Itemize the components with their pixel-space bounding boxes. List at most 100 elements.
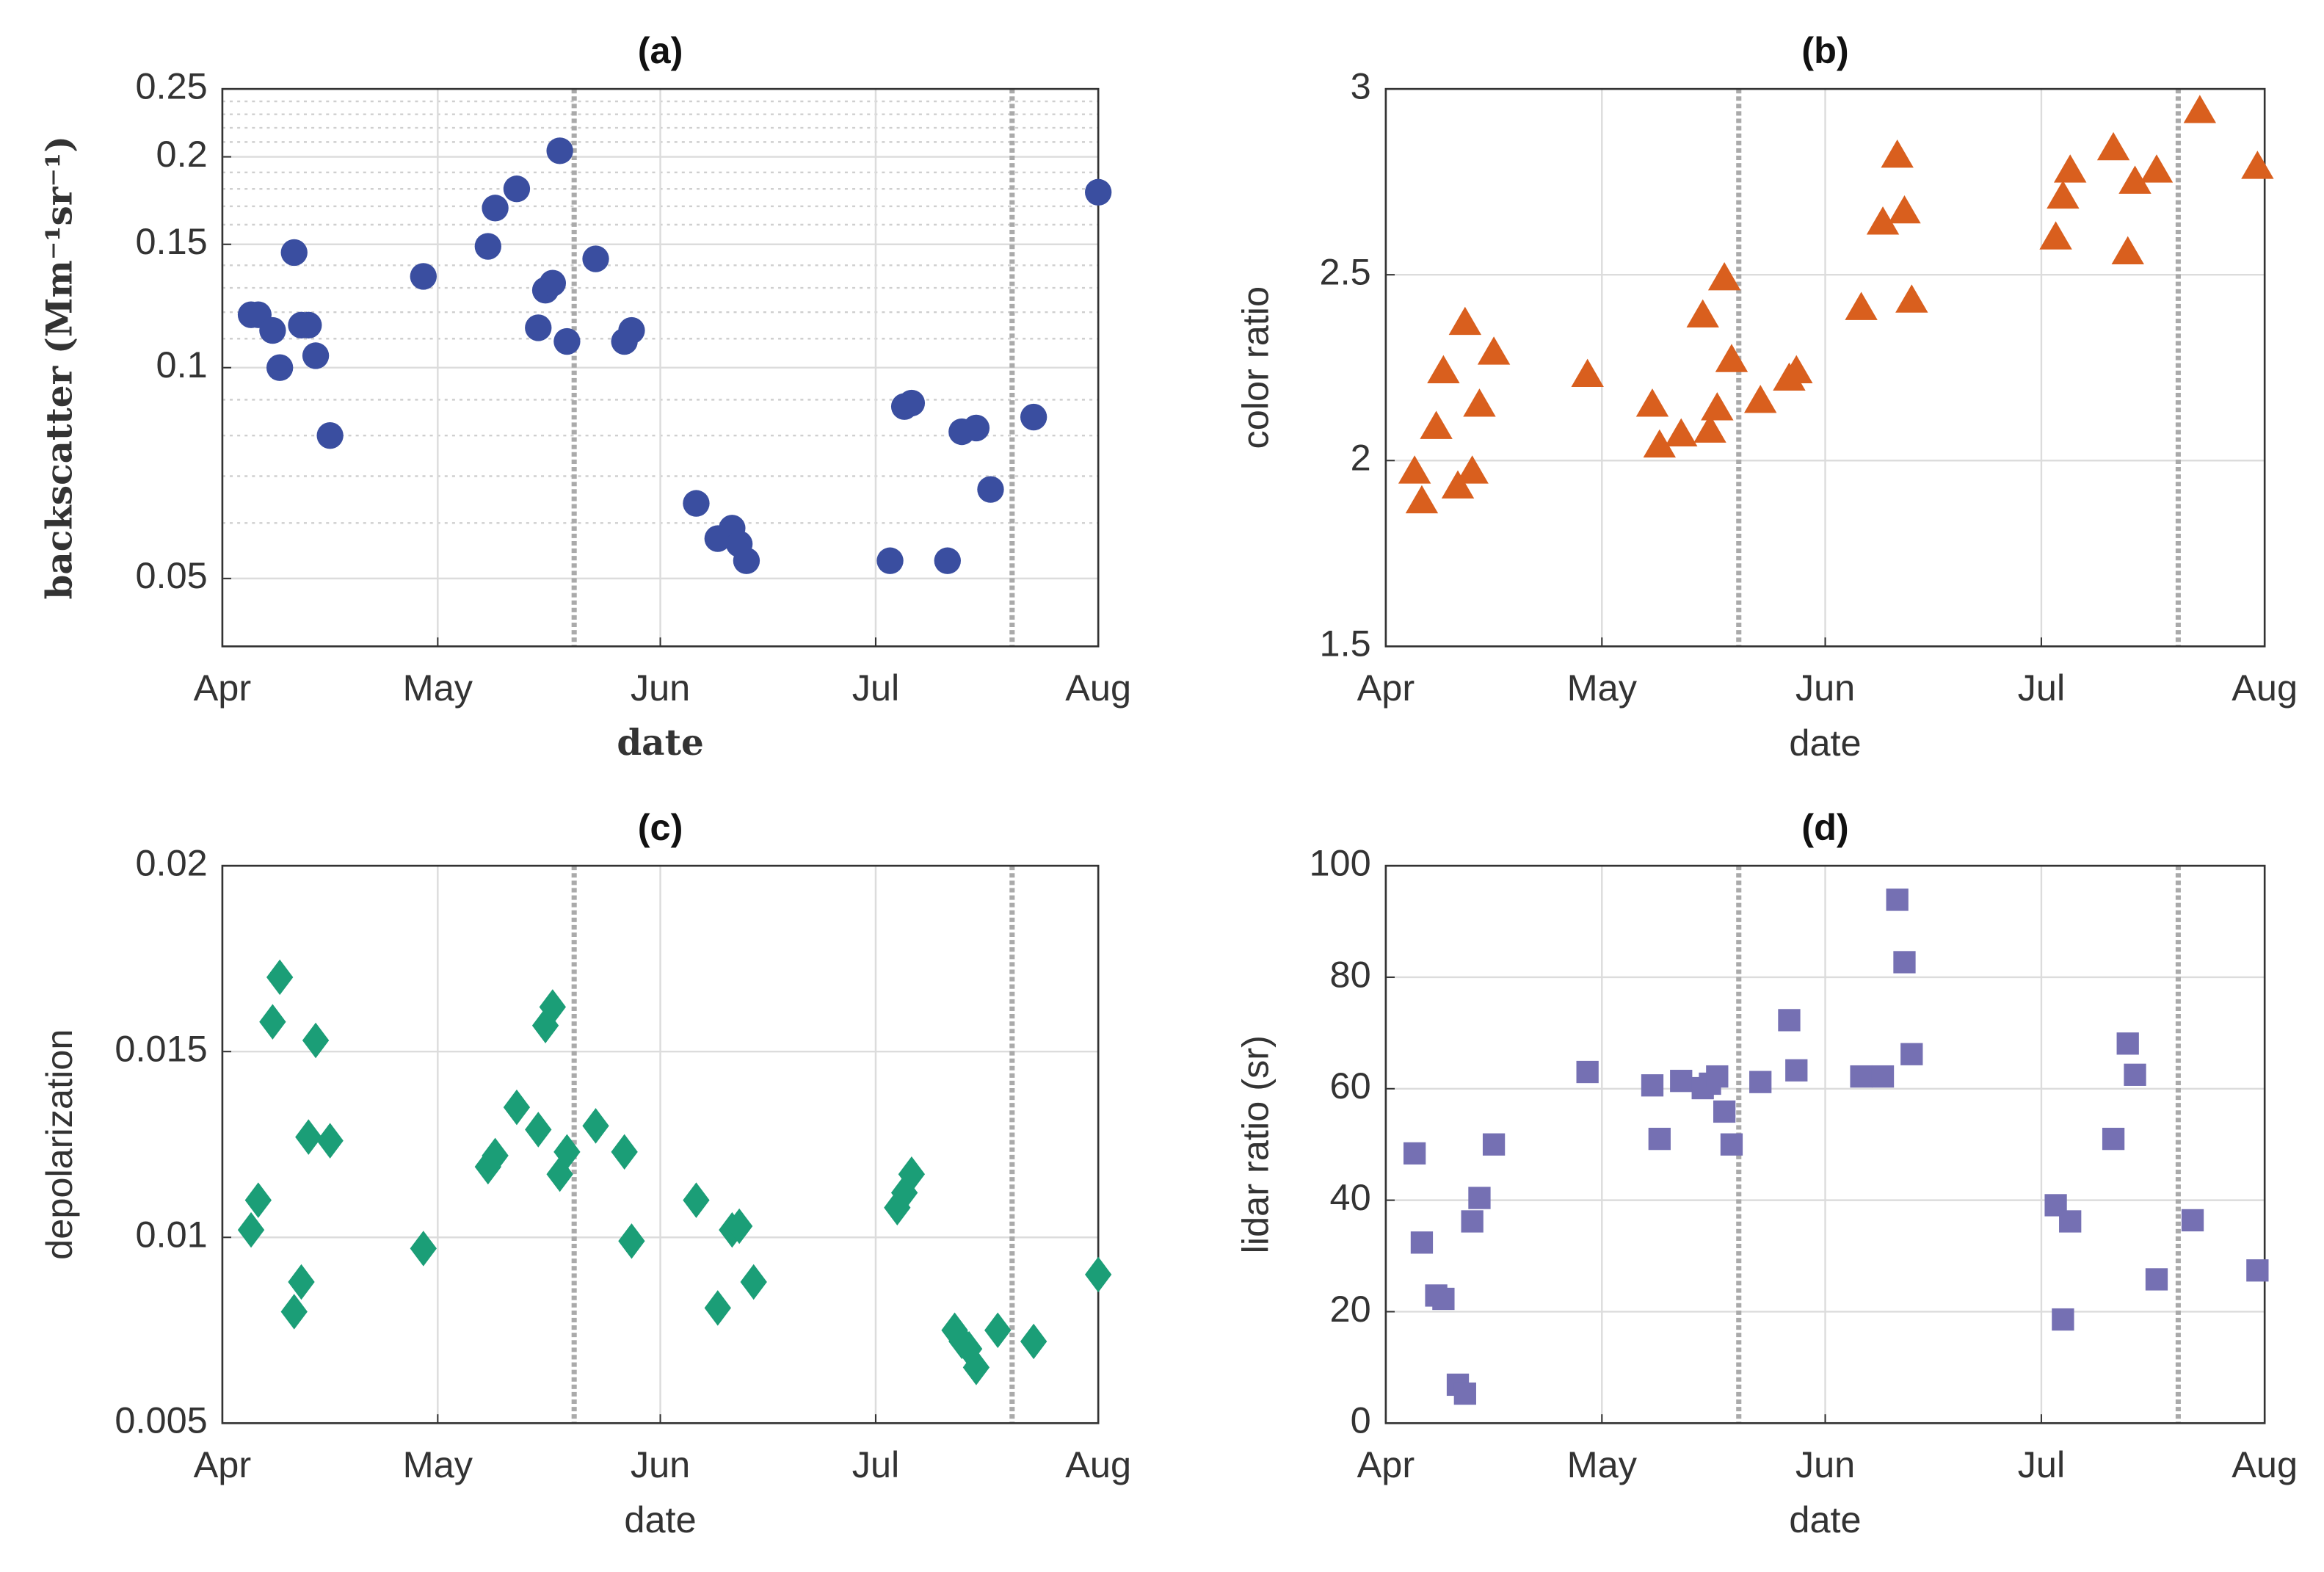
- marker: [2246, 1259, 2269, 1282]
- x-tick-label: Apr: [1357, 1444, 1415, 1485]
- marker: [1866, 206, 1900, 235]
- marker: [1405, 485, 1439, 514]
- marker: [503, 1089, 531, 1126]
- panel: 0.005 0.01 0.015 0.02 Apr May Jun Jul Aug (c) date…: [38, 806, 1131, 1540]
- y-tick-label: 100: [1309, 841, 1370, 883]
- y-axis-label: color ratio: [1235, 286, 1277, 449]
- marker: [2241, 151, 2274, 179]
- x-axis-label: date: [624, 1499, 696, 1540]
- marker: [1686, 299, 1719, 328]
- marker: [2118, 165, 2151, 194]
- marker: [410, 1231, 437, 1267]
- marker: [259, 316, 286, 344]
- y-tick-label: 0.02: [135, 841, 207, 883]
- y-tick-label: 0.01: [135, 1214, 207, 1256]
- chart-title: (d): [1801, 806, 1848, 848]
- marker: [474, 233, 501, 260]
- marker: [1845, 291, 1878, 320]
- marker: [316, 1123, 344, 1159]
- marker: [1743, 385, 1777, 413]
- x-tick-label: Apr: [1357, 667, 1415, 709]
- y-tick-label: 3: [1351, 65, 1371, 106]
- marker: [984, 1312, 1012, 1348]
- marker: [266, 354, 294, 381]
- marker: [2116, 1032, 2139, 1055]
- x-tick-label: May: [403, 1444, 473, 1485]
- marker: [1576, 1060, 1599, 1084]
- y-tick-label: 2.5: [1320, 251, 1371, 293]
- plot-frame: [1384, 864, 2266, 1424]
- marker: [2181, 1209, 2204, 1232]
- marker: [503, 175, 531, 203]
- x-tick-label: Jun: [631, 667, 690, 709]
- marker: [259, 1004, 286, 1040]
- y-tick-label: 1.5: [1320, 623, 1371, 664]
- marker: [237, 1211, 265, 1248]
- marker: [1648, 1127, 1671, 1151]
- marker: [740, 1264, 767, 1300]
- marker: [280, 239, 308, 267]
- panel: 0 20 40 60 80 100 Apr May Jun Jul Aug (d) date lidar …: [1235, 806, 2298, 1540]
- x-tick-label: May: [1567, 667, 1638, 709]
- marker: [2059, 1210, 2082, 1233]
- y-tick-label: 0.015: [115, 1028, 207, 1070]
- marker: [2052, 1308, 2074, 1331]
- marker: [2053, 154, 2087, 183]
- y-tick-label: 0.05: [135, 554, 207, 596]
- marker: [1635, 388, 1669, 417]
- plot-frame: [221, 87, 1100, 648]
- y-tick-label: 0.15: [135, 220, 207, 262]
- marker: [2047, 180, 2080, 209]
- marker: [410, 263, 437, 290]
- marker: [288, 1264, 315, 1300]
- marker: [1778, 1009, 1801, 1032]
- marker: [962, 1350, 990, 1386]
- marker: [1706, 1065, 1729, 1088]
- y-axis-label: backscatter (Mm⁻¹sr⁻¹): [39, 136, 80, 599]
- x-tick-label: Apr: [194, 667, 252, 709]
- x-tick-label: Jul: [2018, 667, 2066, 709]
- marker: [618, 316, 645, 344]
- chart-title: (a): [638, 29, 683, 71]
- marker: [611, 1134, 638, 1170]
- marker: [1893, 951, 1916, 974]
- marker: [1085, 1256, 1112, 1293]
- y-tick-label: 80: [1330, 953, 1371, 995]
- x-tick-label: May: [403, 667, 473, 709]
- marker: [977, 476, 1004, 503]
- marker: [733, 547, 760, 574]
- marker: [302, 342, 330, 369]
- marker: [2111, 236, 2144, 264]
- y-tick-label: 20: [1330, 1288, 1371, 1330]
- marker: [1780, 355, 1813, 383]
- marker: [1749, 1071, 1772, 1093]
- marker: [539, 269, 567, 297]
- marker: [1643, 429, 1677, 458]
- marker: [582, 1108, 609, 1144]
- marker: [302, 1022, 330, 1059]
- marker: [876, 547, 904, 574]
- plot-frame: [221, 864, 1100, 1424]
- marker: [1850, 1065, 1873, 1088]
- marker: [1463, 388, 1496, 417]
- marker: [898, 389, 926, 417]
- x-tick-label: Aug: [1065, 667, 1131, 709]
- plot-frame: [1384, 87, 2266, 648]
- marker: [1900, 1043, 1923, 1065]
- marker: [295, 1119, 322, 1155]
- marker: [1670, 1070, 1693, 1093]
- marker: [1398, 455, 1431, 484]
- marker: [1881, 140, 1914, 168]
- marker: [1410, 1231, 1434, 1254]
- marker: [1453, 1382, 1476, 1405]
- y-tick-label: 0.2: [156, 133, 208, 175]
- marker: [1707, 262, 1741, 291]
- y-tick-label: 60: [1330, 1065, 1371, 1106]
- x-axis-label: date: [1789, 722, 1861, 764]
- marker: [1871, 1065, 1895, 1088]
- x-axis-label: date: [1789, 1499, 1861, 1540]
- marker: [2183, 95, 2217, 123]
- y-axis-label: lidar ratio (sr): [1235, 1035, 1277, 1253]
- marker: [1785, 1059, 1808, 1082]
